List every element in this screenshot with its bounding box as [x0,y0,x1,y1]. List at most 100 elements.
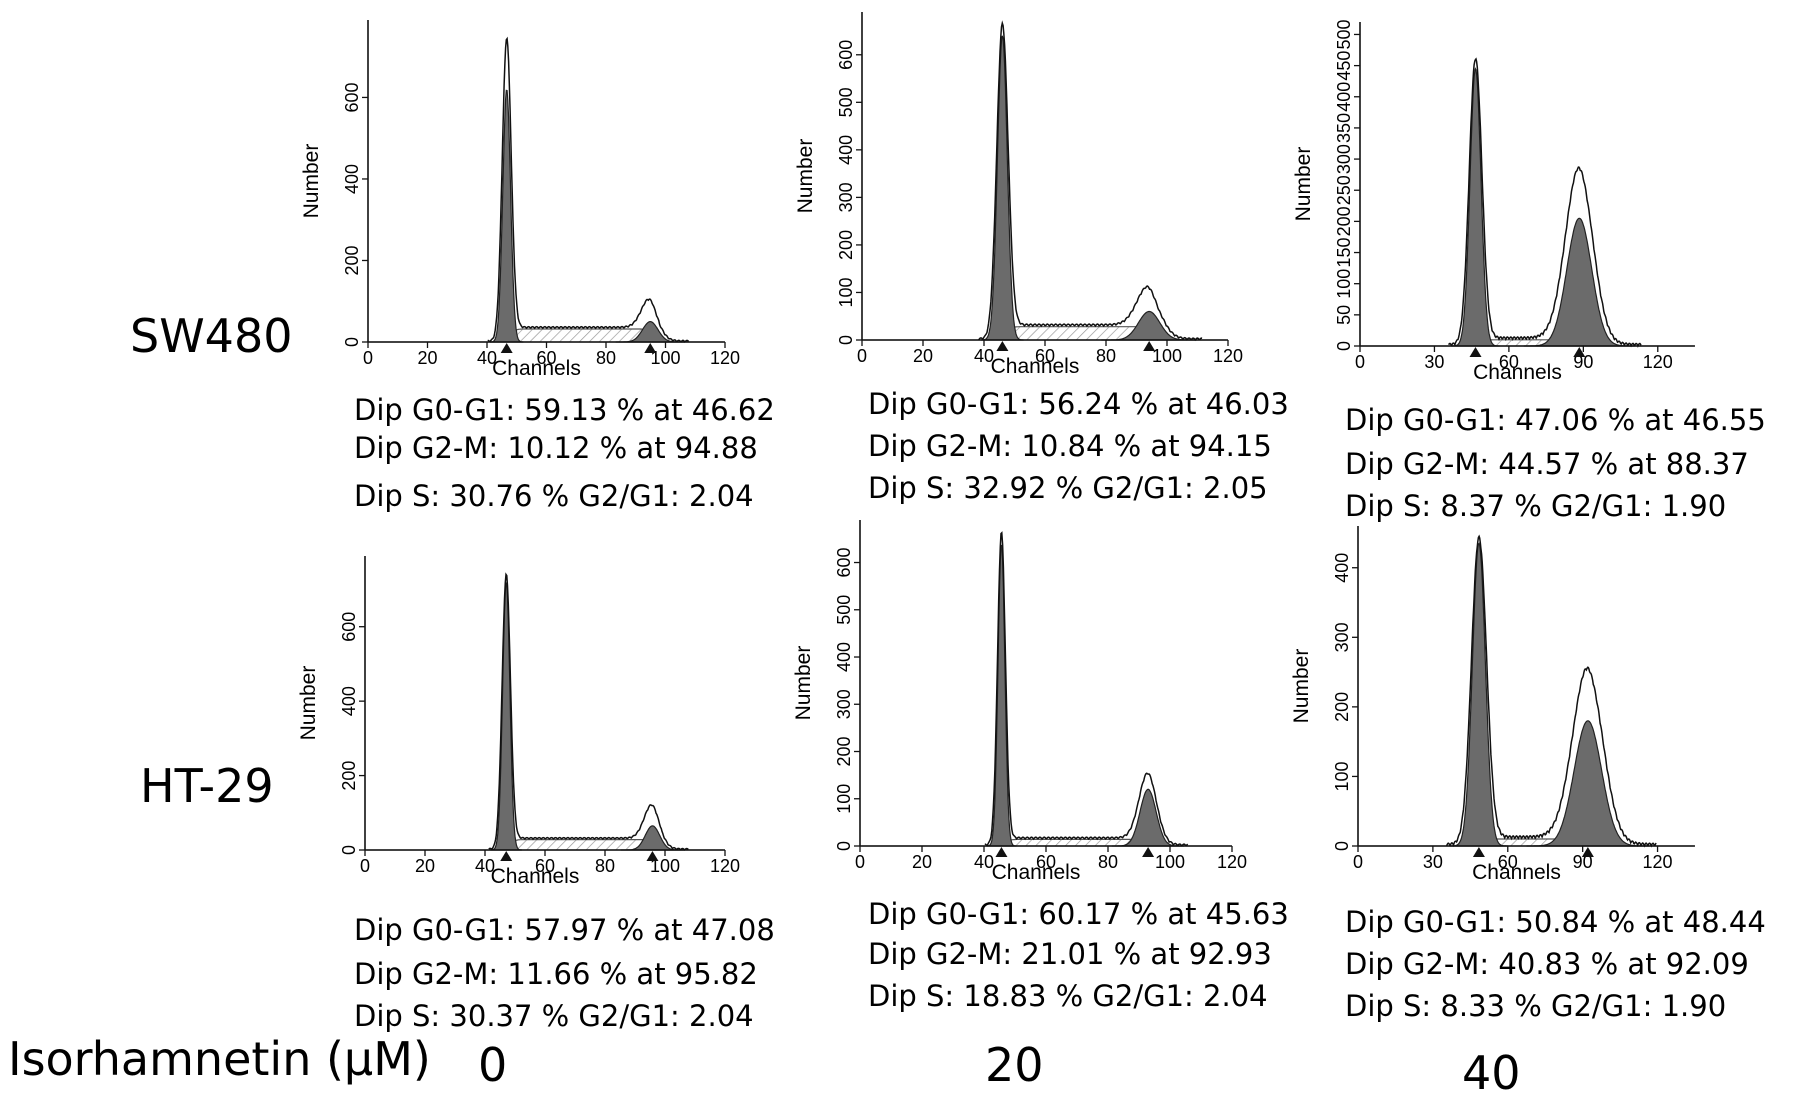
x-axis-label: Channels [1472,861,1561,884]
x-tick-label: 100 [650,348,680,368]
x-tick-label: 120 [1217,852,1247,872]
y-tick-label: 200 [836,230,856,260]
x-tick-label: 0 [363,348,373,368]
x-tick-label: 40 [475,856,495,876]
g1-peak [986,544,1017,847]
x-tick-label: 0 [857,346,867,366]
y-tick-label: 400 [339,686,359,716]
g1-peak [490,582,522,851]
y-tick-label: 0 [1334,341,1354,351]
y-tick-label: 600 [339,612,359,642]
x-tick-label: 60 [1036,852,1056,872]
x-tick-label: 60 [1498,852,1518,872]
y-tick-label: 100 [836,277,856,307]
y-tick-label: 300 [834,689,854,719]
g1-peak-marker [995,847,1008,857]
y-tick-label: 250 [1334,175,1354,205]
stats-line: Dip G0-G1: 57.97 % at 47.08 [354,913,775,947]
x-tick-label: 20 [415,856,435,876]
y-tick-label: 0 [342,337,362,347]
y-tick-label: 400 [1334,82,1354,112]
histogram-envelope [978,20,1203,342]
stats-line: Dip S: 32.92 % G2/G1: 2.05 [868,471,1268,505]
y-tick-label: 200 [342,245,362,275]
x-tick-label: 80 [595,856,615,876]
y-tick-label: 400 [1332,553,1352,583]
y-tick-label: 600 [834,547,854,577]
stats-line: Dip S: 30.37 % G2/G1: 2.04 [354,999,754,1033]
x-tick-label: 80 [1098,852,1118,872]
y-tick-label: 100 [1334,269,1354,299]
g2-peak [1523,217,1635,347]
g1-peak [981,35,1024,341]
y-axis-label: Number [1290,649,1313,724]
s-phase-area [369,328,724,343]
y-tick-label: 600 [342,82,362,112]
g2-peak-marker [1581,847,1594,857]
row-label-sw480: SW480 [130,309,292,363]
y-tick-label: 0 [834,841,854,851]
histogram-panels: 0 20 40 60 80 100 1200200400600ChannelsNumberD… [297,12,1766,1033]
g1-peak [1451,67,1500,347]
g2-peak-marker [644,343,657,353]
stats-line: Dip G2-M: 11.66 % at 95.82 [354,957,758,991]
y-tick-label: 400 [342,164,362,194]
y-tick-label: 500 [1334,19,1354,49]
concentration-0: 0 [478,1038,507,1092]
g1-peak [1449,542,1508,847]
y-tick-label: 200 [834,736,854,766]
histogram-envelope [488,572,689,851]
x-tick-label: 0 [855,852,865,872]
y-tick-label: 450 [1334,51,1354,81]
stats-line: Dip G0-G1: 56.24 % at 46.03 [868,387,1289,421]
x-tick-label: 60 [1499,352,1519,372]
y-tick-label: 500 [834,595,854,625]
y-tick-label: 100 [834,784,854,814]
stats-line: Dip S: 8.33 % G2/G1: 1.90 [1345,989,1726,1023]
histogram-panel: 0 20 40 60 80 100 1200200400600ChannelsNumberD… [297,556,775,1033]
g1-peak-marker [500,343,513,353]
g1-peak-marker [996,341,1009,351]
x-tick-label: 40 [477,348,497,368]
g2-peak-marker [1143,341,1156,351]
concentration-20: 20 [985,1038,1044,1092]
histogram-panel: 0 20 40 60 80 100 120 0 100 200 300 400 500 600 Channe… [792,520,1289,1013]
y-axis-label: Number [300,144,323,219]
y-tick-label: 600 [836,40,856,70]
histogram-panel: 0 20 40 60 80 100 120 0 100 200 300 400 500 600 Channe… [794,12,1289,505]
x-tick-label: 120 [1643,352,1673,372]
histogram-envelope [1445,534,1657,848]
histogram-panel: 0 30 60 90 120050100150200250300350400450500… [1292,19,1766,523]
y-tick-label: 200 [1334,206,1354,236]
s-phase-area [861,838,1231,847]
s-phase-area [1361,339,1694,347]
x-tick-label: 60 [1035,346,1055,366]
x-tick-label: 120 [710,348,740,368]
g1-peak-marker [1472,847,1485,857]
y-tick-label: 300 [1334,144,1354,174]
stats-line: Dip G2-M: 44.57 % at 88.37 [1345,447,1749,481]
x-axis-label: Channels [992,861,1081,884]
y-axis-label: Number [1292,147,1315,222]
stats-line: Dip G0-G1: 60.17 % at 45.63 [868,897,1289,931]
x-tick-label: 120 [1643,852,1673,872]
stats-line: Dip S: 8.37 % G2/G1: 1.90 [1345,489,1726,523]
g2-peak-marker [1573,347,1586,357]
x-tick-label: 20 [912,852,932,872]
histogram-panel: 0 20 40 60 80 100 1200200400600ChannelsNumberD… [300,20,775,513]
stats-line: Dip G0-G1: 50.84 % at 48.44 [1345,905,1766,939]
y-tick-label: 500 [836,87,856,117]
stats-line: Dip G2-M: 40.83 % at 92.09 [1345,947,1749,981]
x-tick-label: 60 [535,856,555,876]
x-axis-label: Channels [492,357,581,380]
y-tick-label: 0 [339,845,359,855]
histogram-envelope [984,531,1189,847]
x-tick-label: 30 [1424,352,1444,372]
x-tick-label: 80 [596,348,616,368]
y-tick-label: 100 [1332,761,1352,791]
y-tick-label: 200 [339,761,359,791]
x-tick-label: 120 [710,856,740,876]
stats-line: Dip G2-M: 10.84 % at 94.15 [868,429,1272,463]
y-tick-label: 50 [1334,305,1354,325]
